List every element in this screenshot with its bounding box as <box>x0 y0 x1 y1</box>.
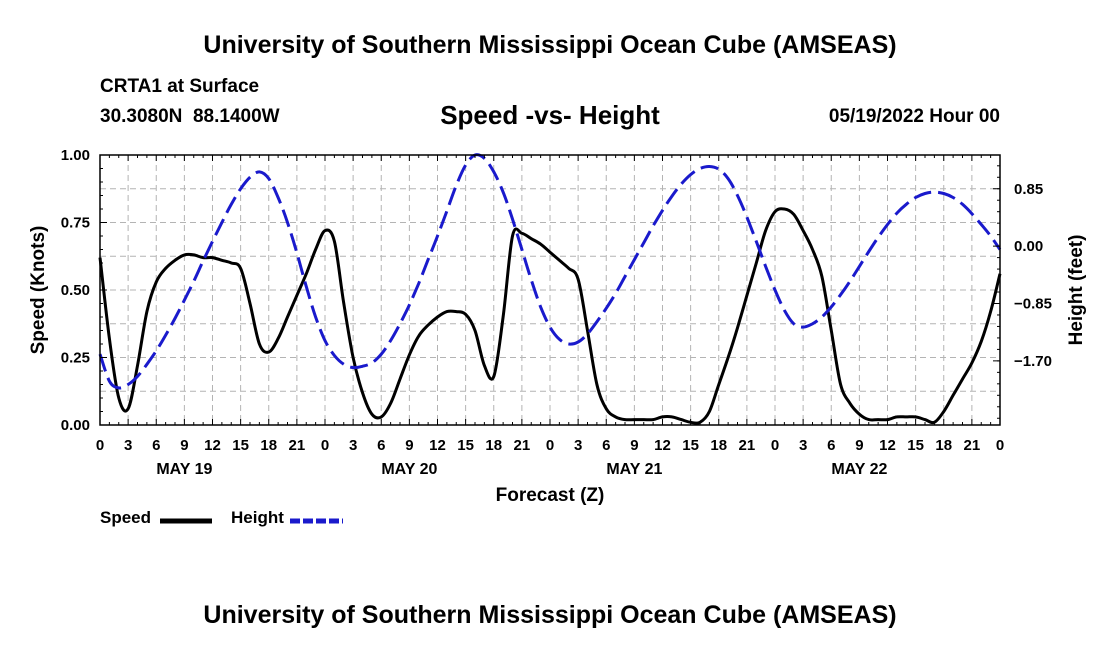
x-tick-label: 12 <box>204 437 221 454</box>
date-label: MAY 21 <box>606 461 662 478</box>
x-tick-label: 9 <box>405 437 413 454</box>
y-axis-title: Speed (Knots) <box>28 226 49 355</box>
x-tick-label: 3 <box>574 437 582 454</box>
x-tick-label: 6 <box>602 437 610 454</box>
x-tick-label: 9 <box>630 437 638 454</box>
x-tick-label: 6 <box>377 437 385 454</box>
x-tick-label: 18 <box>485 437 502 454</box>
station-label: CRTA1 at Surface <box>100 76 260 97</box>
x-tick-label: 0 <box>996 437 1004 454</box>
y-tick-label: 0.00 <box>61 417 90 434</box>
x-tick-label: 15 <box>232 437 249 454</box>
x-tick-label: 9 <box>855 437 863 454</box>
series-layer <box>98 153 1002 425</box>
legend-speed-label: Speed <box>100 508 152 527</box>
x-tick-label: 0 <box>771 437 779 454</box>
x-tick-label: 0 <box>546 437 554 454</box>
height-series-line <box>98 153 1002 390</box>
x-tick-label: 12 <box>879 437 896 454</box>
page-title: University of Southern Mississippi Ocean… <box>203 31 897 59</box>
y-tick-label: 0.25 <box>61 350 90 367</box>
y2-tick-label: 0.85 <box>1014 181 1043 198</box>
coordinates-label: 30.3080N 88.1400W <box>100 106 280 127</box>
date-label: MAY 20 <box>381 461 437 478</box>
x-tick-label: 18 <box>260 437 277 454</box>
legend-height-label: Height <box>231 508 284 527</box>
x-tick-label: 3 <box>124 437 132 454</box>
y-tick-label: 1.00 <box>61 147 90 164</box>
x-tick-label: 15 <box>682 437 699 454</box>
x-tick-label: 12 <box>429 437 446 454</box>
x-tick-label: 18 <box>935 437 952 454</box>
x-tick-label: 3 <box>349 437 357 454</box>
x-tick-label: 6 <box>152 437 160 454</box>
x-tick-label: 0 <box>96 437 104 454</box>
datetime-label: 05/19/2022 Hour 00 <box>828 106 1000 127</box>
x-tick-label: 12 <box>654 437 671 454</box>
speed-series-line <box>98 207 1002 425</box>
x-tick-label: 0 <box>321 437 329 454</box>
x-tick-label: 15 <box>457 437 474 454</box>
x-tick-label: 3 <box>799 437 807 454</box>
grid-lines <box>100 155 1000 425</box>
y-tick-label: 0.75 <box>61 215 90 232</box>
chart-title: Speed -vs- Height <box>440 100 660 130</box>
date-label: MAY 19 <box>156 461 212 478</box>
y2-tick-label: 0.00 <box>1014 238 1043 255</box>
x-tick-label: 9 <box>180 437 188 454</box>
axis-ticks <box>99 154 1001 426</box>
x-tick-label: 21 <box>289 437 306 454</box>
x-tick-label: 21 <box>739 437 756 454</box>
x-tick-label: 21 <box>964 437 981 454</box>
x-tick-label: 21 <box>514 437 531 454</box>
footer-title: University of Southern Mississippi Ocean… <box>203 601 897 629</box>
x-tick-label: 15 <box>907 437 924 454</box>
x-tick-label: 6 <box>827 437 835 454</box>
y2-tick-label: −0.85 <box>1014 296 1052 313</box>
date-label: MAY 22 <box>831 461 887 478</box>
x-tick-label: 18 <box>710 437 727 454</box>
x-axis-title: Forecast (Z) <box>496 485 605 506</box>
y-tick-label: 0.50 <box>61 282 90 299</box>
y2-tick-label: −1.70 <box>1014 353 1052 370</box>
y2-axis-title: Height (feet) <box>1066 235 1087 346</box>
axis-labels: 0 3 6 9 12 15 18 21 0 3 6 9 12 15 18 21 0 3 6 9 12 15 18 21 0 3 6 9… <box>61 147 1052 478</box>
